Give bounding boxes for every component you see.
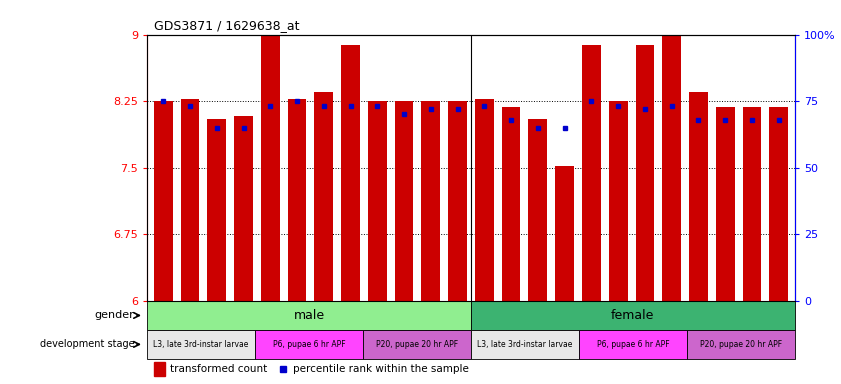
Bar <box>448 101 467 301</box>
Bar <box>261 35 279 301</box>
Bar <box>315 92 333 301</box>
Bar <box>475 99 494 301</box>
Bar <box>716 108 734 301</box>
Bar <box>363 330 471 359</box>
Bar <box>255 330 363 359</box>
Text: percentile rank within the sample: percentile rank within the sample <box>293 364 468 374</box>
Text: L3, late 3rd-instar larvae: L3, late 3rd-instar larvae <box>153 340 249 349</box>
Bar <box>154 362 166 376</box>
Bar <box>579 330 687 359</box>
Text: P20, pupae 20 hr APF: P20, pupae 20 hr APF <box>700 340 782 349</box>
Bar <box>341 45 360 301</box>
Bar <box>528 119 547 301</box>
Bar <box>743 108 761 301</box>
Bar <box>471 301 795 330</box>
Text: P6, pupae 6 hr APF: P6, pupae 6 hr APF <box>596 340 669 349</box>
Text: female: female <box>611 309 654 322</box>
Bar <box>636 45 654 301</box>
Bar <box>609 101 627 301</box>
Text: P6, pupae 6 hr APF: P6, pupae 6 hr APF <box>272 340 346 349</box>
Bar <box>368 101 387 301</box>
Bar <box>662 35 681 301</box>
Bar <box>582 45 600 301</box>
Bar <box>234 116 253 301</box>
Text: GDS3871 / 1629638_at: GDS3871 / 1629638_at <box>154 19 299 32</box>
Text: L3, late 3rd-instar larvae: L3, late 3rd-instar larvae <box>477 340 573 349</box>
Text: development stage: development stage <box>40 339 135 349</box>
Bar <box>687 330 795 359</box>
Text: P20, pupae 20 hr APF: P20, pupae 20 hr APF <box>376 340 458 349</box>
Bar <box>421 101 440 301</box>
Bar <box>288 99 306 301</box>
Text: transformed count: transformed count <box>170 364 267 374</box>
Bar <box>502 108 521 301</box>
Bar <box>471 330 579 359</box>
Bar <box>394 101 414 301</box>
Bar <box>147 301 471 330</box>
Bar <box>154 101 172 301</box>
Bar <box>555 166 574 301</box>
Bar <box>181 99 199 301</box>
Text: gender: gender <box>94 310 135 321</box>
Text: male: male <box>294 309 325 322</box>
Bar <box>689 92 708 301</box>
Bar <box>147 330 255 359</box>
Bar <box>208 119 226 301</box>
Bar <box>770 108 788 301</box>
